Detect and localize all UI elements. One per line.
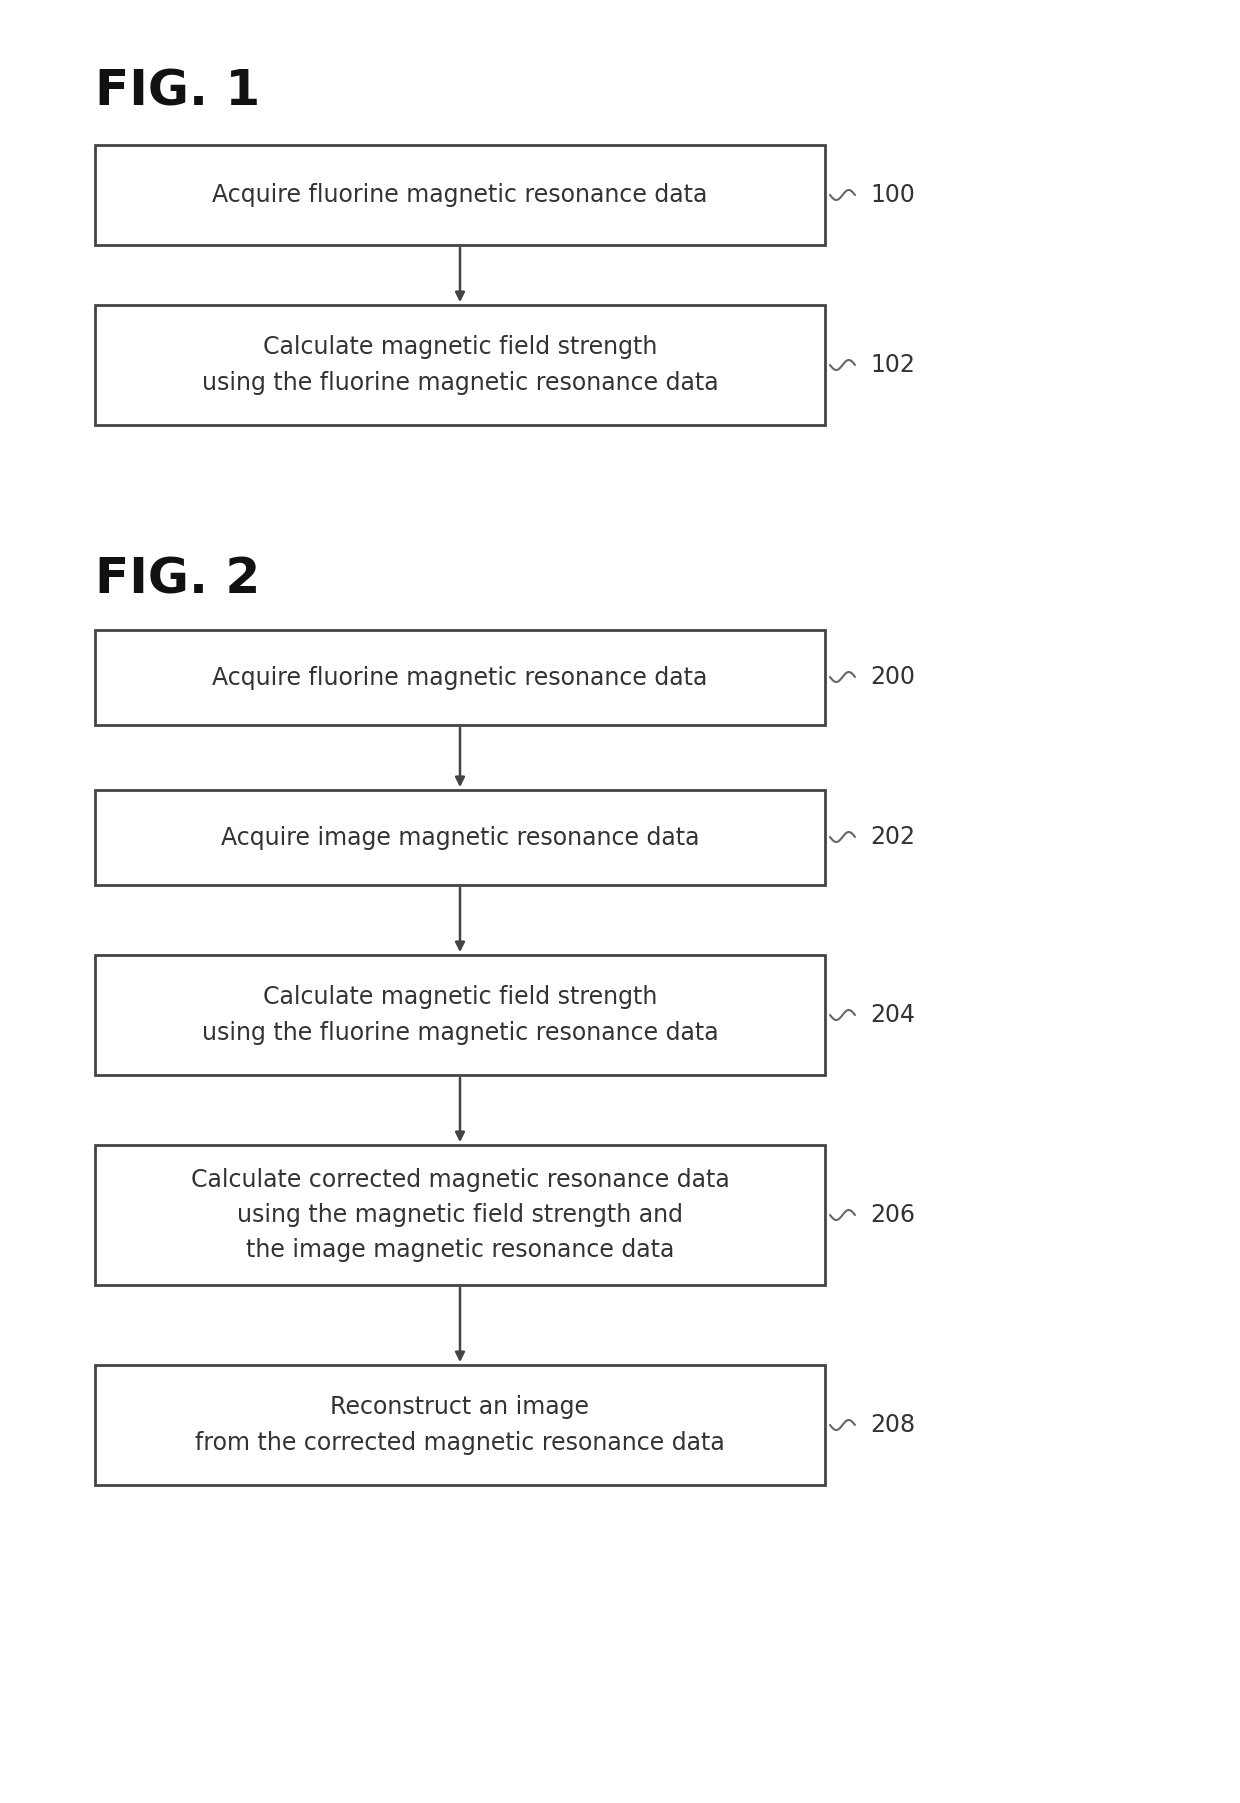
Text: 206: 206 (870, 1203, 915, 1228)
Bar (95, 144, 825, 245)
Bar (95, 629, 825, 725)
Bar (95, 305, 825, 426)
Bar (95, 956, 825, 1075)
Text: 208: 208 (870, 1414, 915, 1437)
Bar (95, 790, 825, 885)
Text: FIG. 2: FIG. 2 (95, 555, 260, 602)
Text: 100: 100 (870, 182, 915, 207)
Text: Acquire fluorine magnetic resonance data: Acquire fluorine magnetic resonance data (212, 665, 708, 689)
Text: Calculate magnetic field strength
using the fluorine magnetic resonance data: Calculate magnetic field strength using … (202, 335, 718, 395)
Text: Calculate magnetic field strength
using the fluorine magnetic resonance data: Calculate magnetic field strength using … (202, 984, 718, 1044)
Text: Calculate corrected magnetic resonance data
using the magnetic field strength an: Calculate corrected magnetic resonance d… (191, 1168, 729, 1262)
Text: Acquire image magnetic resonance data: Acquire image magnetic resonance data (221, 826, 699, 849)
Text: 202: 202 (870, 826, 915, 849)
Text: 204: 204 (870, 1002, 915, 1028)
Text: 200: 200 (870, 665, 915, 689)
Bar (95, 1145, 825, 1286)
Text: Reconstruct an image
from the corrected magnetic resonance data: Reconstruct an image from the corrected … (195, 1396, 725, 1455)
Text: 102: 102 (870, 353, 915, 377)
Text: Acquire fluorine magnetic resonance data: Acquire fluorine magnetic resonance data (212, 182, 708, 207)
Text: FIG. 1: FIG. 1 (95, 69, 260, 115)
Bar (95, 1365, 825, 1486)
